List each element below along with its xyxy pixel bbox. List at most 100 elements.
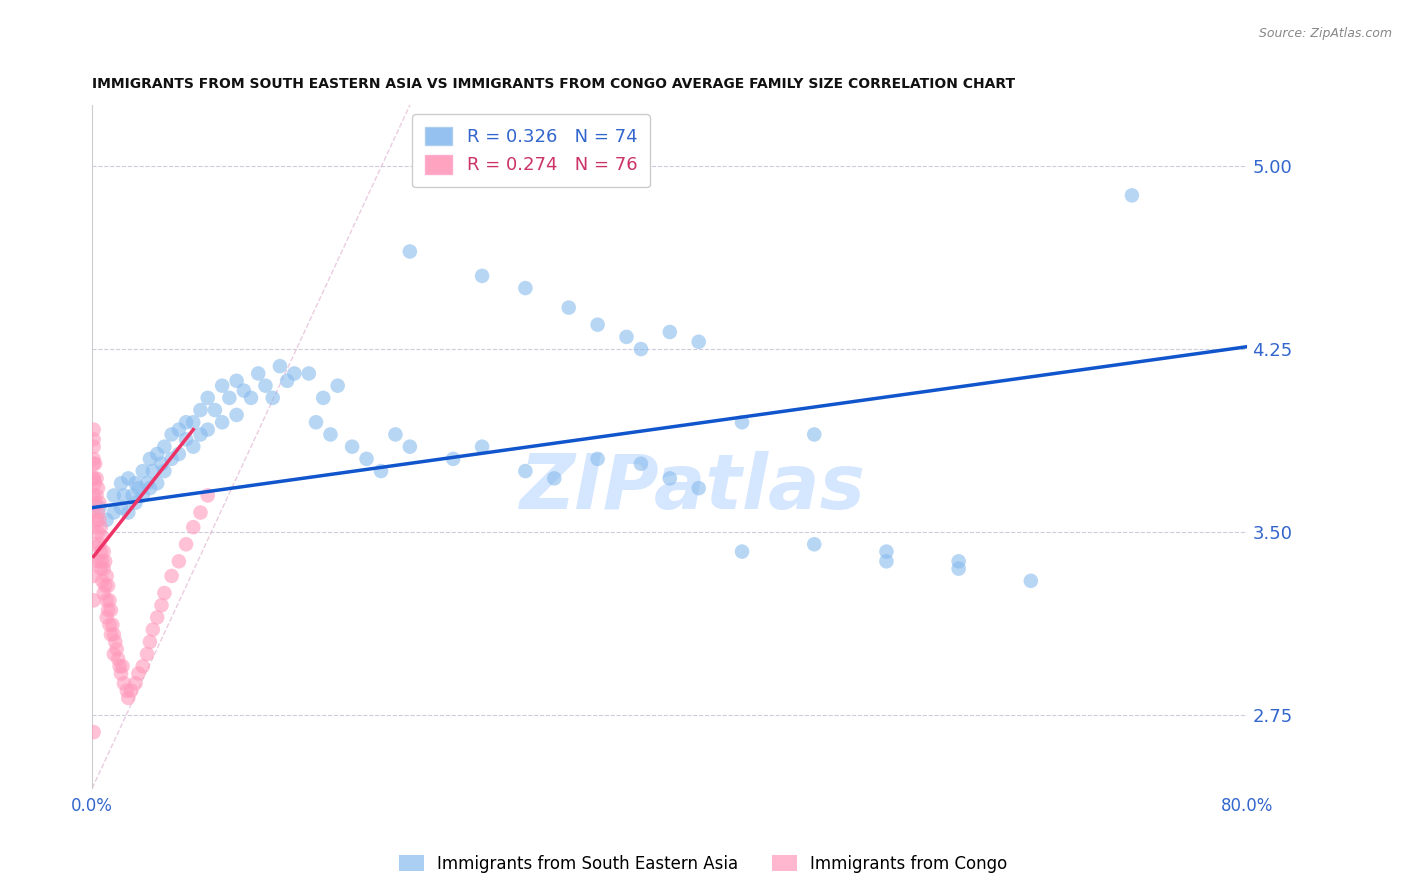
- Point: [616, 330, 638, 344]
- Point: [90, 520, 112, 534]
- Point: [146, 610, 169, 624]
- Point: [110, 476, 132, 491]
- Point: [86, 513, 108, 527]
- Point: [91, 554, 114, 568]
- Point: [89, 537, 111, 551]
- Point: [105, 642, 128, 657]
- Point: [83, 725, 105, 739]
- Point: [167, 447, 190, 461]
- Point: [197, 391, 219, 405]
- Point: [83, 554, 105, 568]
- Point: [103, 506, 125, 520]
- Point: [153, 586, 176, 600]
- Point: [471, 440, 494, 454]
- Point: [370, 464, 392, 478]
- Point: [319, 427, 342, 442]
- Point: [1121, 188, 1143, 202]
- Point: [384, 427, 406, 442]
- Point: [111, 659, 134, 673]
- Point: [93, 586, 115, 600]
- Point: [586, 318, 609, 332]
- Point: [658, 325, 681, 339]
- Point: [399, 440, 422, 454]
- Point: [174, 415, 197, 429]
- Point: [112, 676, 135, 690]
- Point: [142, 464, 165, 478]
- Point: [181, 520, 204, 534]
- Point: [83, 520, 105, 534]
- Point: [225, 408, 247, 422]
- Point: [94, 579, 117, 593]
- Point: [688, 334, 710, 349]
- Point: [83, 593, 105, 607]
- Point: [298, 367, 321, 381]
- Point: [132, 464, 155, 478]
- Point: [110, 666, 132, 681]
- Point: [142, 623, 165, 637]
- Point: [160, 451, 183, 466]
- Point: [211, 378, 233, 392]
- Point: [305, 415, 328, 429]
- Point: [326, 378, 349, 392]
- Point: [100, 627, 122, 641]
- Point: [124, 676, 146, 690]
- Point: [124, 476, 146, 491]
- Point: [83, 537, 105, 551]
- Point: [181, 440, 204, 454]
- Point: [89, 513, 111, 527]
- Point: [441, 451, 464, 466]
- Point: [586, 451, 609, 466]
- Point: [96, 569, 118, 583]
- Point: [93, 562, 115, 576]
- Point: [150, 457, 173, 471]
- Point: [558, 301, 581, 315]
- Point: [89, 496, 111, 510]
- Point: [190, 427, 212, 442]
- Point: [803, 537, 825, 551]
- Point: [146, 476, 169, 491]
- Point: [139, 481, 162, 495]
- Point: [181, 415, 204, 429]
- Point: [225, 374, 247, 388]
- Point: [112, 488, 135, 502]
- Point: [262, 391, 284, 405]
- Point: [630, 342, 652, 356]
- Point: [399, 244, 422, 259]
- Point: [103, 488, 125, 502]
- Point: [83, 440, 105, 454]
- Point: [197, 423, 219, 437]
- Point: [731, 544, 754, 558]
- Point: [254, 378, 277, 392]
- Point: [110, 500, 132, 515]
- Point: [98, 593, 121, 607]
- Point: [87, 481, 110, 495]
- Point: [117, 506, 139, 520]
- Point: [471, 268, 494, 283]
- Point: [211, 415, 233, 429]
- Point: [100, 603, 122, 617]
- Point: [89, 500, 111, 515]
- Point: [174, 433, 197, 447]
- Point: [91, 530, 114, 544]
- Point: [86, 471, 108, 485]
- Point: [117, 471, 139, 485]
- Point: [89, 554, 111, 568]
- Point: [218, 391, 240, 405]
- Point: [312, 391, 335, 405]
- Point: [124, 496, 146, 510]
- Point: [103, 627, 125, 641]
- Point: [190, 403, 212, 417]
- Point: [87, 524, 110, 539]
- Point: [136, 647, 159, 661]
- Point: [84, 476, 107, 491]
- Point: [139, 635, 162, 649]
- Point: [120, 683, 142, 698]
- Point: [132, 659, 155, 673]
- Point: [84, 496, 107, 510]
- Point: [204, 403, 226, 417]
- Legend: Immigrants from South Eastern Asia, Immigrants from Congo: Immigrants from South Eastern Asia, Immi…: [392, 848, 1014, 880]
- Point: [283, 367, 305, 381]
- Point: [83, 471, 105, 485]
- Text: ZIPatlas: ZIPatlas: [520, 450, 866, 524]
- Point: [948, 554, 970, 568]
